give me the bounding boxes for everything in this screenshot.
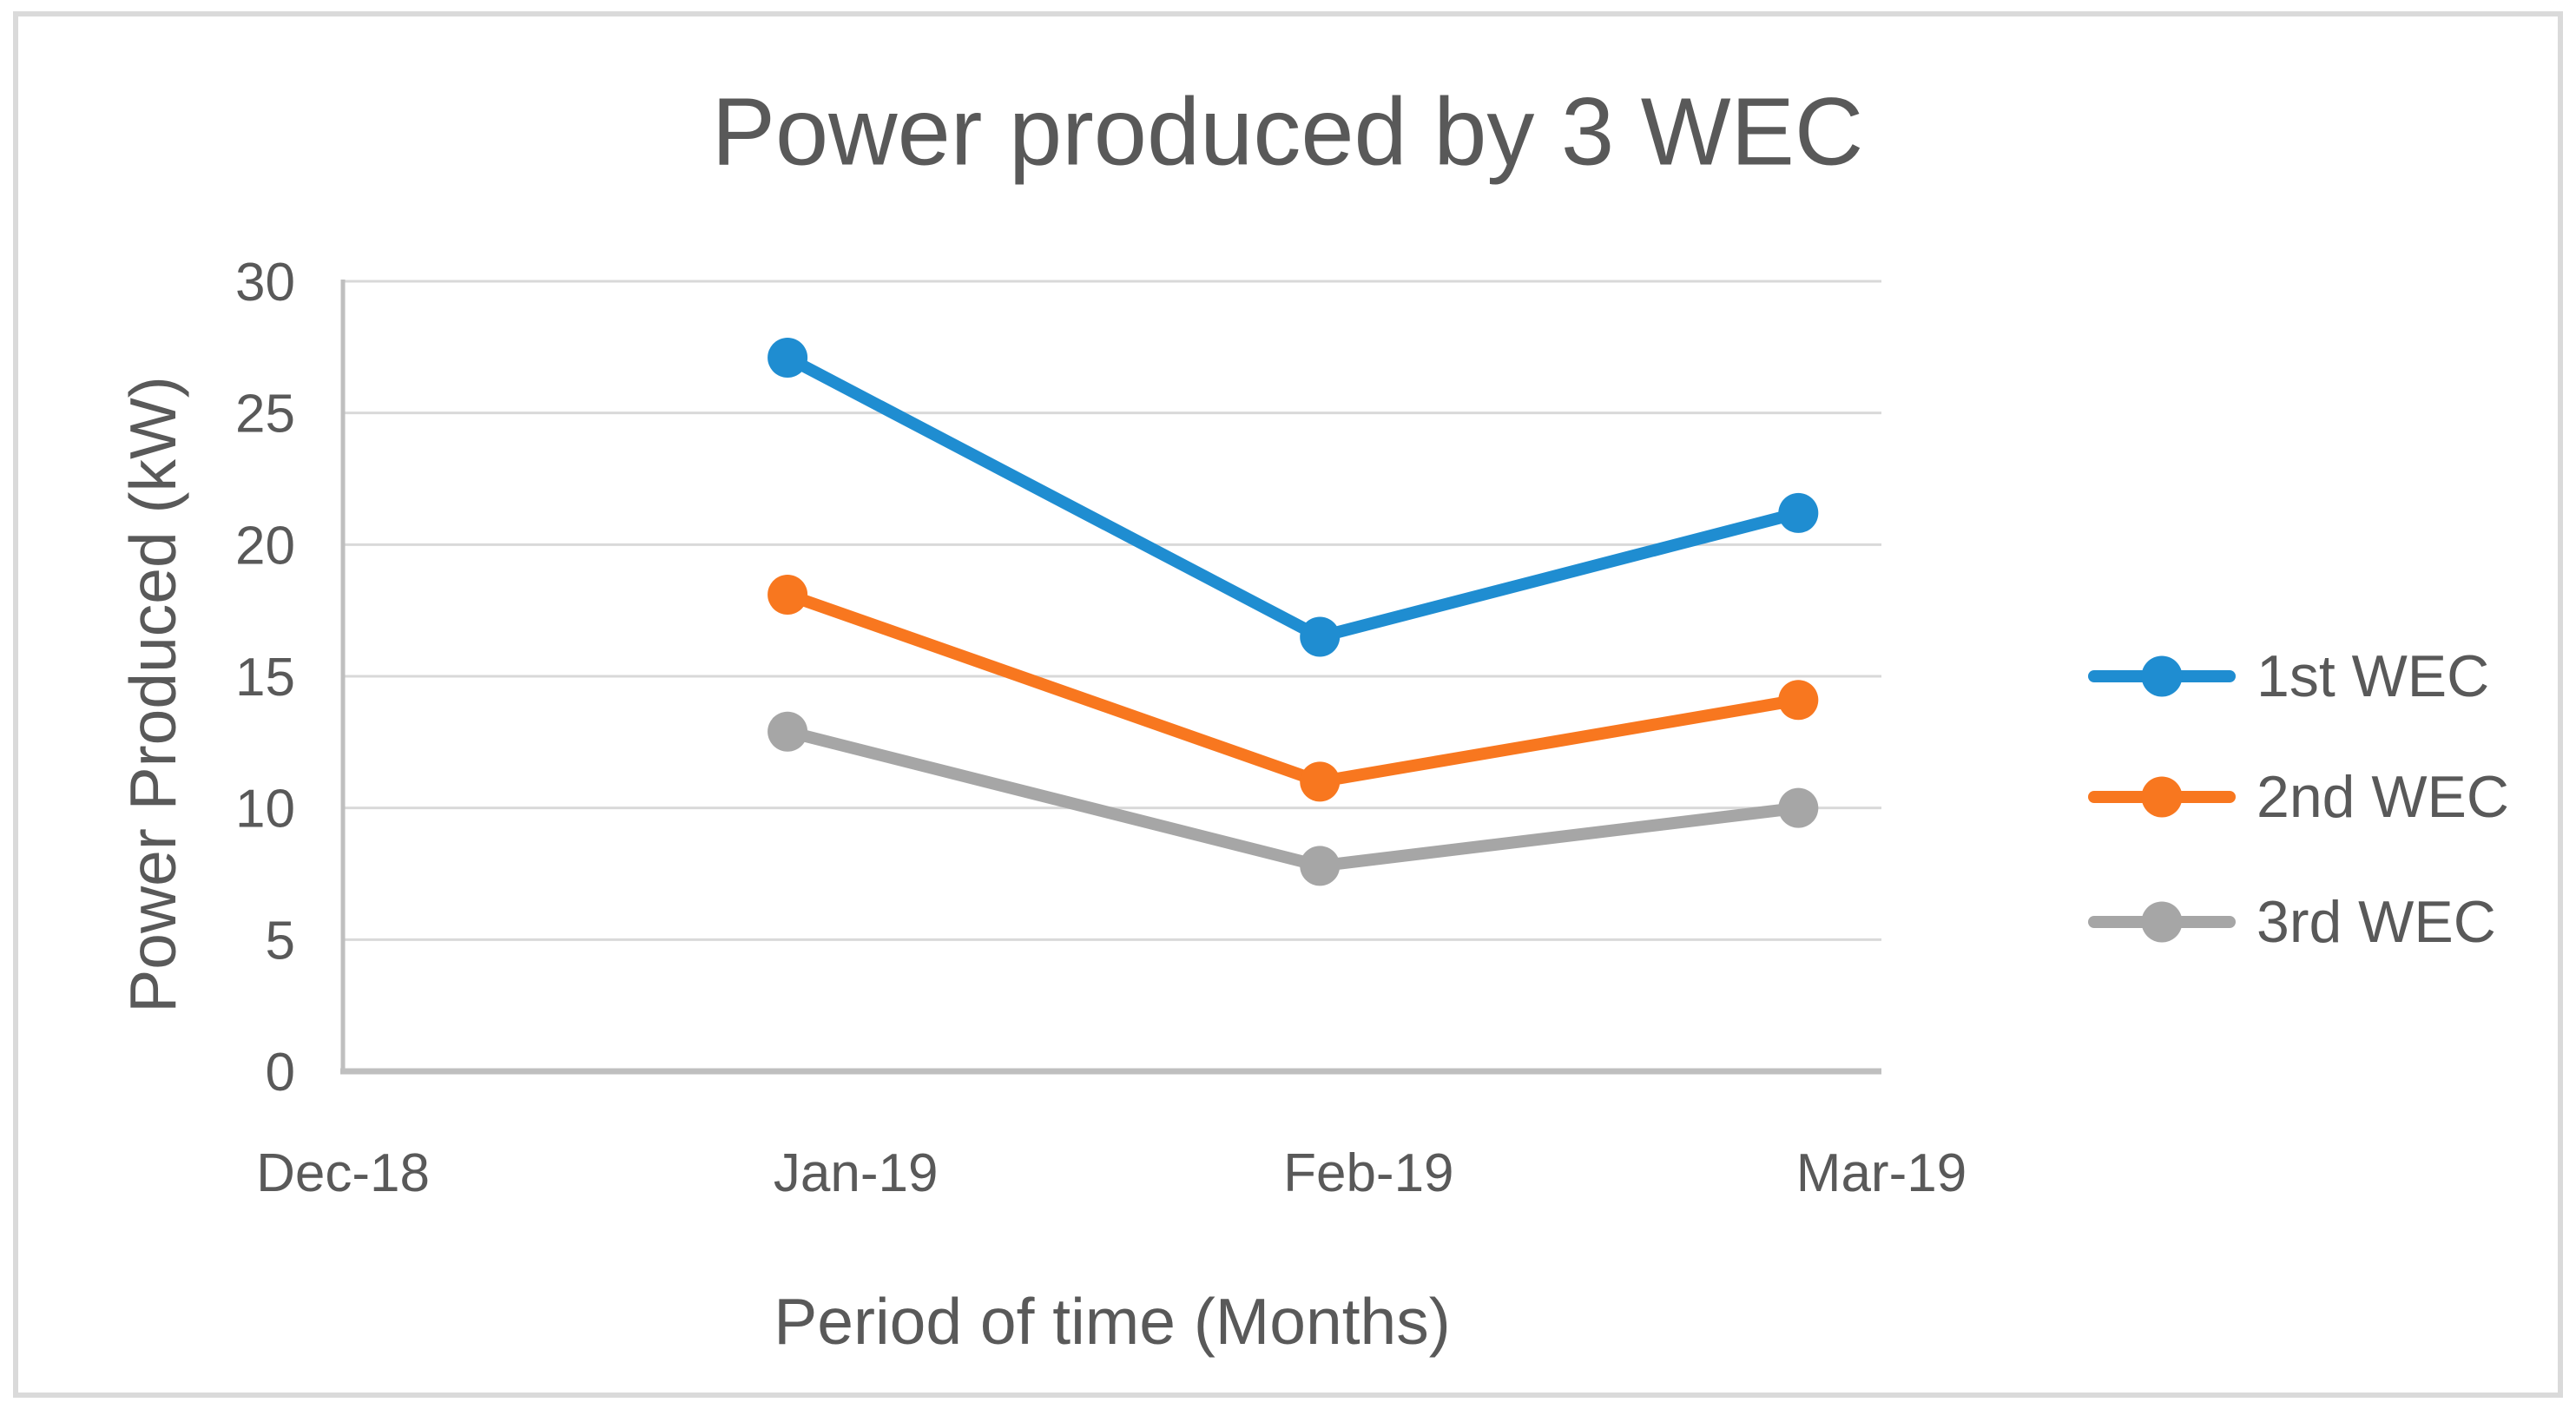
series-marker-dot-icon [2141, 776, 2183, 818]
y-tick-label: 10 [235, 780, 295, 839]
data-point-2nd-wec [1778, 680, 1819, 721]
y-tick-label: 30 [235, 253, 295, 313]
y-tick-label: 20 [235, 516, 295, 576]
x-tick-label: Feb-19 [1283, 1143, 1453, 1203]
series-marker-dot-icon [2141, 901, 2183, 943]
series-line-1st-wec [781, 351, 1805, 643]
x-axis-title: Period of time (Months) [774, 1285, 1451, 1358]
legend-item-label: 2nd WEC [2256, 764, 2509, 830]
data-point-2nd-wec [768, 574, 808, 615]
legend-item-1st-wec: 1st WEC [2088, 646, 2489, 707]
x-tick-label: Mar-19 [1796, 1143, 1967, 1203]
legend-item-label: 1st WEC [2256, 643, 2490, 709]
data-point-1st-wec [1778, 492, 1819, 533]
x-tick-label: Jan-19 [774, 1143, 939, 1203]
series-marker-dot-icon [2141, 655, 2183, 697]
data-point-1st-wec [768, 337, 808, 378]
y-tick-label: 5 [266, 911, 295, 971]
y-tick-label: 25 [235, 385, 295, 444]
series-marker-icon [2088, 776, 2236, 818]
series-marker-icon [2088, 901, 2236, 943]
legend-item-label: 3rd WEC [2256, 889, 2496, 955]
y-tick-label: 15 [235, 648, 295, 708]
series-line-3rd-wec [781, 725, 1805, 872]
data-point-3rd-wec [1778, 787, 1819, 828]
legend-item-2nd-wec: 2nd WEC [2088, 767, 2509, 827]
data-point-1st-wec [1300, 616, 1341, 657]
data-point-3rd-wec [768, 711, 808, 752]
series-marker-icon [2088, 655, 2236, 697]
x-tick-label: Dec-18 [256, 1143, 430, 1203]
y-tick-label: 0 [266, 1043, 295, 1103]
legend-item-3rd-wec: 3rd WEC [2088, 892, 2496, 952]
data-point-3rd-wec [1300, 846, 1341, 886]
data-point-2nd-wec [1300, 761, 1341, 802]
chart-title: Power produced by 3 WEC [711, 78, 1864, 186]
